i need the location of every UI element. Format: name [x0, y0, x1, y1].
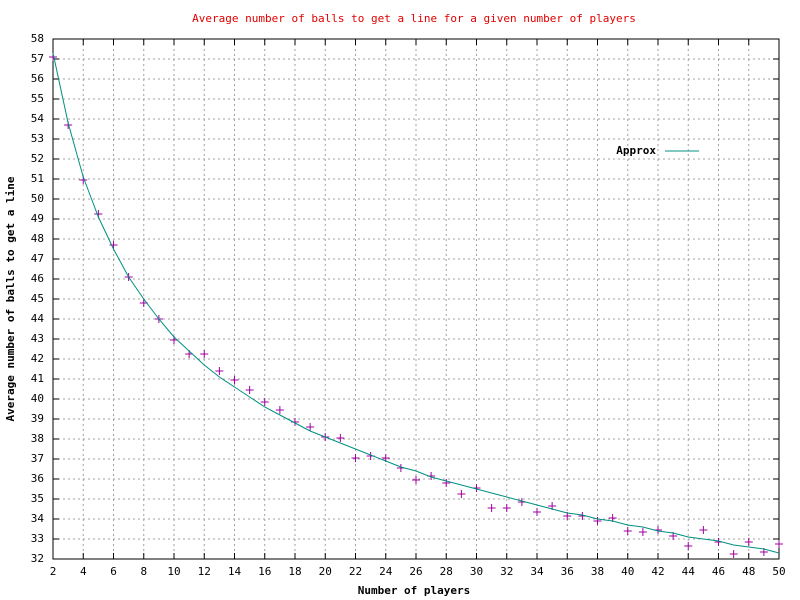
x-tick-label: 6 [110, 565, 117, 578]
y-tick-label: 52 [31, 152, 44, 165]
y-tick-label: 53 [31, 132, 44, 145]
x-tick-label: 10 [167, 565, 180, 578]
line [52, 52, 780, 554]
legend-label: Approx [616, 144, 656, 157]
x-tick-label: 30 [470, 565, 483, 578]
x-axis-label: Number of players [358, 584, 471, 597]
y-tick-label: 41 [31, 372, 44, 385]
x-tick-label: 50 [772, 565, 785, 578]
x-tick-label: 36 [561, 565, 574, 578]
x-tick-label: 44 [682, 565, 696, 578]
x-tick-label: 2 [50, 565, 57, 578]
y-tick-label: 57 [31, 52, 44, 65]
x-tick-label: 38 [591, 565, 604, 578]
point [412, 476, 420, 484]
point [623, 527, 632, 535]
point [215, 367, 224, 375]
point [200, 350, 209, 358]
y-tick-label: 48 [31, 232, 44, 245]
x-tick-label: 28 [440, 565, 453, 578]
y-tick-label: 45 [31, 292, 44, 305]
y-tick-label: 33 [31, 532, 44, 545]
x-tick-label: 46 [712, 565, 725, 578]
point [457, 490, 466, 498]
point [109, 241, 118, 249]
y-tick-label: 56 [31, 72, 44, 85]
point [699, 526, 708, 534]
point [230, 376, 239, 384]
chart-title: Average number of balls to get a line fo… [192, 12, 636, 25]
point [638, 528, 647, 536]
x-tick-label: 24 [379, 565, 393, 578]
x-tick-label: 22 [349, 565, 362, 578]
y-tick-label: 35 [31, 492, 44, 505]
y-tick-label: 54 [31, 112, 45, 125]
y-tick-label: 47 [31, 252, 44, 265]
y-tick-label: 46 [31, 272, 44, 285]
y-tick-label: 44 [31, 312, 45, 325]
y-tick-label: 37 [31, 452, 44, 465]
x-tick-label: 42 [651, 565, 664, 578]
point [684, 542, 693, 550]
y-tick-label: 36 [31, 472, 44, 485]
y-tick-label: 34 [31, 512, 45, 525]
x-tick-label: 16 [258, 565, 271, 578]
point [729, 550, 738, 558]
x-tick-label: 18 [288, 565, 301, 578]
x-tick-label: 26 [409, 565, 422, 578]
y-tick-label: 42 [31, 352, 44, 365]
point [442, 479, 451, 487]
point [336, 434, 345, 442]
point [775, 540, 783, 548]
y-tick-label: 49 [31, 212, 44, 225]
y-axis-label: Average number of balls to get a line [4, 176, 17, 421]
x-tick-label: 34 [530, 565, 544, 578]
y-tick-label: 58 [31, 32, 44, 45]
y-tick-label: 43 [31, 332, 44, 345]
x-tick-label: 48 [742, 565, 755, 578]
x-tick-label: 20 [319, 565, 332, 578]
y-tick-label: 51 [31, 172, 44, 185]
point [487, 504, 496, 512]
y-tick-label: 55 [31, 92, 44, 105]
point [245, 386, 254, 394]
point [275, 406, 284, 414]
x-tick-label: 32 [500, 565, 513, 578]
x-tick-label: 40 [621, 565, 634, 578]
x-tick-label: 4 [80, 565, 87, 578]
y-tick-label: 32 [31, 552, 44, 565]
x-tick-label: 14 [228, 565, 242, 578]
point [744, 538, 753, 546]
point [593, 517, 602, 525]
point [306, 423, 315, 431]
y-tick-label: 50 [31, 192, 44, 205]
point [502, 504, 511, 512]
point [351, 454, 360, 462]
y-tick-label: 39 [31, 412, 44, 425]
point [260, 398, 269, 406]
plot-frame [52, 38, 780, 560]
x-tick-label: 8 [140, 565, 147, 578]
y-tick-label: 40 [31, 392, 44, 405]
y-tick-label: 38 [31, 432, 44, 445]
point [533, 508, 541, 516]
x-tick-label: 12 [198, 565, 211, 578]
